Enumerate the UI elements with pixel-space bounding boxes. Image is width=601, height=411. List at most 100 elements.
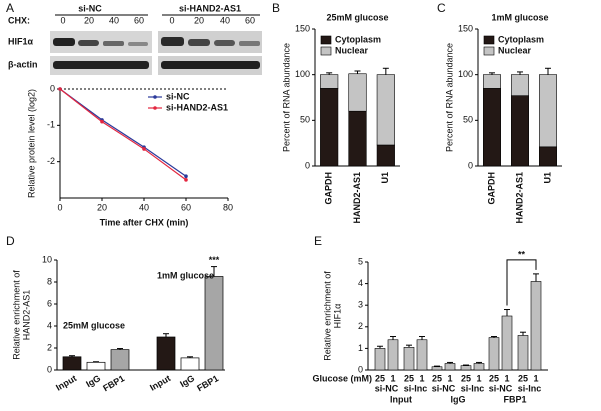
group-label: si-NC (489, 383, 513, 393)
y-tick-label: -1 (47, 120, 55, 130)
x-tick-label: Input (148, 373, 172, 393)
x-tick-label: GAPDH (324, 172, 334, 205)
x-tick-label: 1 (476, 373, 481, 383)
y-axis-label: Relative enrichment of (322, 271, 332, 361)
legend-swatch (483, 35, 495, 45)
annotation: 25mM glucose (63, 320, 125, 330)
legend-swatch (320, 35, 332, 45)
y-axis-label: Relative protein level (log2) (26, 89, 36, 198)
bar-segment (320, 74, 339, 89)
group-label: si-NC (432, 383, 456, 393)
legend-marker (153, 106, 157, 110)
annotation: 1mM glucose (157, 270, 214, 280)
y-axis-label: Percent of RNA abundance (281, 43, 291, 152)
y-tick-label: 150 (458, 23, 473, 33)
y-tick-label: -2 (47, 156, 55, 166)
y-tick-label: 0 (47, 364, 52, 374)
point (142, 147, 146, 151)
bar (416, 339, 428, 371)
x-tick-label: 25 (461, 373, 471, 383)
bar-segment (483, 74, 501, 89)
bar (530, 281, 542, 371)
band (161, 61, 260, 69)
chart-title: 25mM glucose (326, 12, 388, 22)
series-line (59, 88, 187, 177)
legend-marker (153, 95, 157, 99)
bar (473, 363, 485, 371)
x-tick-label: 1 (504, 373, 509, 383)
bar (431, 366, 443, 371)
x-tick-label: 25 (432, 373, 442, 383)
y-axis-label: Percent of RNA abundance (444, 43, 454, 152)
legend-label: si-HAND2-AS1 (166, 102, 228, 112)
annotation: ** (518, 249, 526, 259)
x-tick-label: 25 (518, 373, 528, 383)
y-tick-label: 0 (358, 364, 363, 374)
blot-group: si-HAND2-AS1 (179, 3, 241, 13)
band (239, 41, 260, 46)
legend-label: Cytoplasm (498, 34, 544, 44)
x-tick-label: 0 (57, 202, 62, 212)
group-label: si-Inc (518, 383, 542, 393)
band (78, 40, 99, 46)
y-tick-label: 150 (295, 23, 310, 33)
bar-segment (539, 146, 557, 167)
y-tick-label: 3 (358, 300, 363, 310)
x-tick-label: 1 (390, 373, 395, 383)
panel-label: E (314, 234, 322, 248)
band (53, 38, 75, 46)
x-tick-label: HAND2-AS1 (352, 172, 362, 224)
panel-label: C (437, 1, 446, 15)
blot-row-label: HIF1α (8, 36, 34, 46)
y-tick-label: 8 (47, 276, 52, 286)
x-tick-label: 1 (447, 373, 452, 383)
blot-label: CHX: (8, 15, 30, 25)
x-tick-label: 60 (181, 202, 191, 212)
bar-segment (376, 144, 395, 167)
x-tick-label: 1 (533, 373, 538, 383)
bar-segment (539, 74, 557, 148)
legend-swatch (483, 46, 495, 56)
x-tick-label: FBP1 (195, 373, 220, 393)
bar-segment (511, 74, 529, 96)
bar (156, 336, 176, 371)
bar (460, 365, 472, 371)
point (184, 174, 188, 178)
time-label: 60 (134, 15, 144, 25)
x-tick-label: IgG (178, 373, 196, 389)
y-tick-label: 50 (300, 115, 310, 125)
group-label: si-NC (375, 383, 399, 393)
time-label: 40 (220, 15, 230, 25)
blot-group: si-NC (78, 3, 102, 13)
time-label: 0 (169, 15, 174, 25)
x-tick-label: 25 (375, 373, 385, 383)
x-tick-label: 40 (139, 202, 149, 212)
x-tick-label: HAND2-AS1 (514, 172, 524, 224)
legend-label: si-NC (166, 91, 190, 101)
y-axis-label: Relative enrichment of (11, 270, 21, 360)
panel-label: A (6, 1, 14, 15)
time-label: 40 (109, 15, 119, 25)
bar (444, 363, 456, 371)
bar (204, 276, 224, 371)
time-label: 20 (194, 15, 204, 25)
y-tick-label: 0 (50, 83, 55, 93)
bar (387, 339, 399, 371)
x-tick-label: 25 (404, 373, 414, 383)
y-tick-label: 0 (305, 160, 310, 170)
supergroup-label: FBP1 (503, 394, 526, 404)
time-label: 20 (84, 15, 94, 25)
bar (517, 335, 529, 371)
y-tick-label: 4 (358, 278, 363, 288)
band (53, 61, 149, 69)
bar (403, 347, 415, 371)
time-label: 60 (245, 15, 255, 25)
bar (180, 357, 200, 371)
legend-label: Nuclear (498, 45, 532, 55)
y-tick-label: 4 (47, 320, 52, 330)
x-tick-label: Input (54, 373, 78, 393)
y-tick-label: 6 (47, 298, 52, 308)
legend-label: Cytoplasm (335, 34, 381, 44)
legend-swatch (320, 46, 332, 56)
blot: si-NC si-HAND2-AS1 CHX: 0 20 40 60 0 20 … (8, 3, 262, 75)
